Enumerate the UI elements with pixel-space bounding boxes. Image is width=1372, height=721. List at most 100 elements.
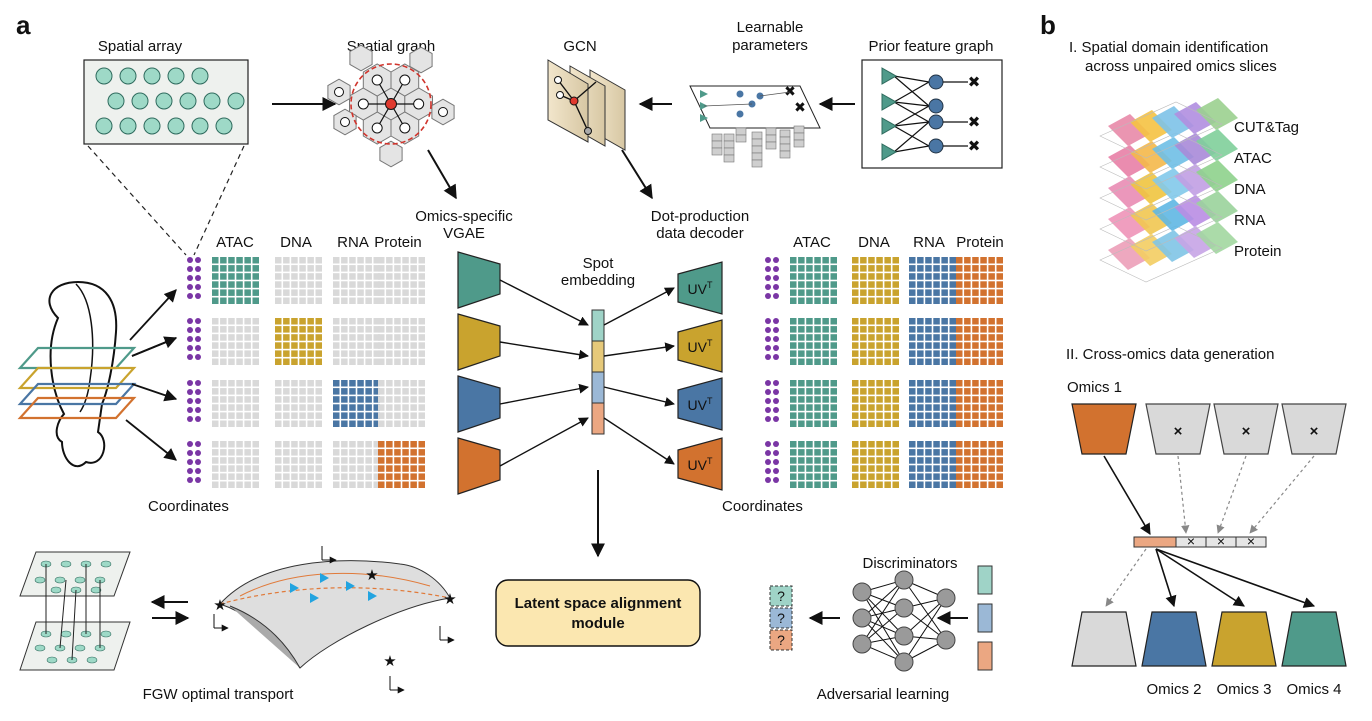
graph-node [399, 74, 411, 86]
matrix-cell [283, 281, 290, 288]
matrix-cell [341, 441, 348, 448]
matrix-cell [964, 481, 971, 488]
matrix-cell [236, 396, 243, 403]
output-decoder [1071, 611, 1137, 667]
matrix-cell [402, 412, 409, 419]
matrix-cell [418, 457, 425, 464]
matrix-cell [410, 473, 417, 480]
coordinate-dot [773, 336, 779, 342]
matrix-cell [868, 326, 875, 333]
matrix-cell [892, 388, 899, 395]
matrix-cell [892, 420, 899, 427]
slice-domain [1152, 137, 1194, 169]
matrix-cell [315, 404, 322, 411]
matrix-cell [925, 289, 932, 296]
matrix-cell [341, 380, 348, 387]
matrix-cell [410, 342, 417, 349]
matrix-cell [252, 342, 259, 349]
matrix-cell [333, 481, 340, 488]
matrix-cell [402, 380, 409, 387]
matrix-cell [852, 420, 859, 427]
matrix-cell [949, 289, 956, 296]
matrix-cell [941, 334, 948, 341]
matrix-cell [220, 449, 227, 456]
graph-node [357, 98, 369, 110]
coordinate-dot [765, 416, 771, 422]
matrix-cell [790, 342, 797, 349]
matrix-cell [394, 350, 401, 357]
matrix-cell [933, 297, 940, 304]
matrix-cell [884, 273, 891, 280]
prior-gene-node [928, 114, 944, 130]
array-spot [107, 92, 125, 110]
matrix-cell [212, 265, 219, 272]
matrix-cell [806, 318, 813, 325]
matrix-cell [394, 449, 401, 456]
matrix-cell [307, 396, 314, 403]
coordinate-dot [187, 441, 193, 447]
brain-illustration [17, 280, 137, 468]
matrix-cell [283, 473, 290, 480]
matrix-cell [220, 481, 227, 488]
matrix-cell [822, 342, 829, 349]
matrix-cell [299, 396, 306, 403]
stack-layer-label: CUT&Tag [1234, 119, 1299, 136]
matrix-cell [410, 273, 417, 280]
matrix-cell [956, 342, 963, 349]
matrix-cell [386, 350, 393, 357]
disc-node [936, 588, 956, 608]
matrix-cell [988, 388, 995, 395]
matrix-cell [220, 350, 227, 357]
fgw-spot [60, 630, 72, 638]
matrix-cell [830, 449, 837, 456]
coordinate-dot [765, 257, 771, 263]
disc-node [852, 608, 872, 628]
matrix-cell [349, 350, 356, 357]
matrix-cell [373, 380, 380, 387]
matrix-cell [418, 257, 425, 264]
matrix-cell [357, 281, 364, 288]
matrix-cell [299, 457, 306, 464]
matrix-cell [988, 257, 995, 264]
coordinate-dot [195, 407, 201, 413]
decoder-label-2: data decoder [656, 225, 744, 242]
prior-feature-node [881, 93, 898, 111]
matrix-cell [373, 297, 380, 304]
matrix-cell [315, 297, 322, 304]
matrix-cell [365, 473, 372, 480]
slice-domain [1152, 106, 1194, 138]
array-spot [203, 92, 221, 110]
matrix-cell [790, 404, 797, 411]
matrix-cell [315, 380, 322, 387]
matrix-cell [357, 404, 364, 411]
matrix-cell [972, 465, 979, 472]
matrix-cell [884, 326, 891, 333]
slice-domain [1196, 129, 1238, 161]
matrix-cell [333, 342, 340, 349]
matrix-cell [228, 396, 235, 403]
matrix-cell [917, 457, 924, 464]
slice-domain [1108, 207, 1150, 239]
coordinate-dot [765, 318, 771, 324]
matrix-cell [868, 380, 875, 387]
matrix-cell [949, 449, 956, 456]
matrix-cell [244, 257, 251, 264]
coordinate-dot [195, 459, 201, 465]
matrix-cell [964, 441, 971, 448]
matrix-cell [909, 412, 916, 419]
matrix-cell [236, 420, 243, 427]
matrix-cell [291, 404, 298, 411]
matrix-cell [402, 473, 409, 480]
matrix-cell [307, 420, 314, 427]
matrix-cell [410, 465, 417, 472]
output-omics-label: Omics 3 [1216, 681, 1271, 698]
coordinate-dot [195, 389, 201, 395]
matrix-cell [291, 457, 298, 464]
vgae-label-1: Omics-specific [415, 208, 513, 225]
matrix-cell [402, 289, 409, 296]
matrix-cell [228, 265, 235, 272]
matrix-cell [394, 473, 401, 480]
matrix-cell [315, 420, 322, 427]
matrix-cell [822, 281, 829, 288]
